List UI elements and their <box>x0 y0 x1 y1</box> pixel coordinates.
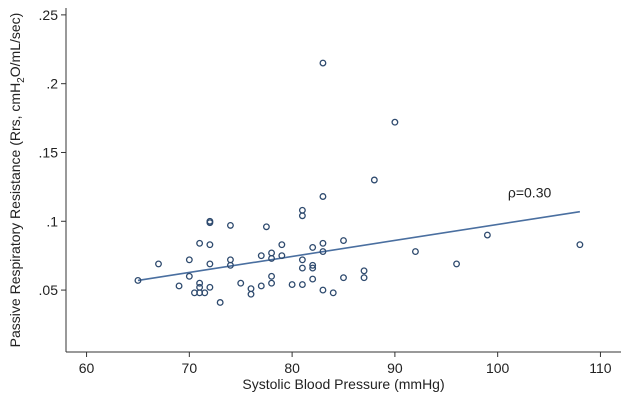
data-point <box>319 193 327 200</box>
data-point <box>196 279 204 287</box>
data-point <box>309 243 317 251</box>
data-point <box>298 281 306 289</box>
data-point <box>298 256 306 264</box>
data-point <box>262 223 270 231</box>
y-ticks: .05 .1 .15 .2 .25 <box>39 7 66 298</box>
data-point <box>206 283 214 291</box>
data-point <box>309 261 317 269</box>
data-point <box>257 282 265 290</box>
x-tick-label: 90 <box>387 360 403 376</box>
data-point <box>155 260 162 268</box>
data-point <box>278 241 286 249</box>
axes <box>65 8 621 353</box>
data-point <box>340 237 347 244</box>
x-axis-title: Systolic Blood Pressure (mmHg) <box>242 376 444 392</box>
y-tick-label: .2 <box>46 76 58 92</box>
data-point <box>278 252 286 260</box>
data-point <box>226 261 234 269</box>
x-tick-label: 70 <box>182 360 198 376</box>
data-point <box>319 239 327 247</box>
data-point <box>309 275 317 283</box>
data-point <box>340 274 347 282</box>
data-point <box>319 248 327 256</box>
data-point <box>247 285 255 293</box>
data-point <box>298 264 306 272</box>
data-point <box>319 286 327 294</box>
data-point <box>196 239 204 247</box>
data-point <box>576 241 584 249</box>
data-point <box>185 272 193 280</box>
data-point <box>391 118 399 126</box>
x-tick-label: 110 <box>589 360 612 376</box>
data-point <box>216 299 224 306</box>
data-point <box>329 289 337 297</box>
data-point <box>298 206 306 214</box>
data-point <box>360 267 368 275</box>
data-point <box>288 281 296 289</box>
data-point <box>411 248 419 256</box>
x-tick-label: 100 <box>486 360 510 376</box>
correlation-annotation: ρ=0.30 <box>508 185 552 201</box>
data-point <box>206 260 214 268</box>
x-tick-label: 60 <box>79 360 95 376</box>
data-point <box>226 221 234 229</box>
fit-line-group <box>137 210 581 282</box>
data-point <box>483 231 491 239</box>
x-ticks: 60 70 80 90 100 110 <box>79 352 612 376</box>
data-point <box>268 254 276 262</box>
data-point <box>268 249 276 257</box>
y-axis-title-part-1: Passive Respiratory Resistance (Rrs, cmH <box>7 83 23 348</box>
data-point <box>134 276 142 284</box>
y-axis-title-subscript: 2 <box>16 77 27 83</box>
y-axis-title: Passive Respiratory Resistance (Rrs, cmH… <box>7 13 27 348</box>
data-point <box>185 256 193 264</box>
data-point <box>268 272 276 280</box>
data-points <box>134 59 584 306</box>
data-point <box>247 290 255 298</box>
data-point <box>206 241 214 249</box>
y-axis-title-part-2: O/mL/sec) <box>7 13 23 78</box>
data-point <box>175 282 183 290</box>
y-tick-label: .25 <box>39 7 59 23</box>
data-point <box>298 212 306 220</box>
data-point <box>268 279 276 287</box>
data-point <box>360 274 368 282</box>
data-point <box>370 176 378 184</box>
data-point <box>453 260 461 268</box>
data-point <box>226 256 234 264</box>
data-point <box>206 219 214 227</box>
data-point <box>237 279 245 287</box>
data-point <box>201 289 209 297</box>
data-point <box>309 264 317 272</box>
data-point <box>319 59 327 67</box>
x-tick-label: 80 <box>284 360 300 376</box>
fit-line <box>137 210 581 282</box>
y-tick-label: .15 <box>39 144 59 160</box>
y-tick-label: .05 <box>39 282 59 298</box>
data-point <box>257 252 265 260</box>
y-tick-label: .1 <box>46 213 58 229</box>
